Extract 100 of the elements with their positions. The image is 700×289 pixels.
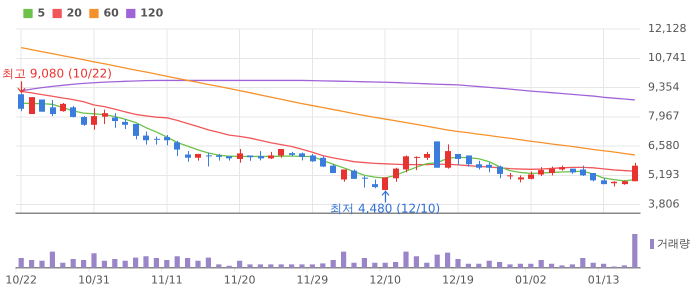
bar xyxy=(528,264,534,268)
y-tick-label: 3,806 xyxy=(648,197,680,210)
bar xyxy=(549,264,554,268)
bar xyxy=(351,262,357,268)
x-tick-label: 11/11 xyxy=(150,273,183,286)
bar xyxy=(50,252,55,268)
x-tick-label: 12/10 xyxy=(369,273,402,286)
candlestick xyxy=(237,148,243,164)
candlestick xyxy=(185,150,191,162)
y-tick-label: 10,741 xyxy=(648,51,686,64)
candlestick xyxy=(174,140,180,156)
bar xyxy=(70,259,76,268)
y-tick-label: 5,193 xyxy=(648,168,680,182)
bar xyxy=(518,264,523,268)
bar xyxy=(538,260,544,268)
candlestick xyxy=(497,165,503,179)
bar xyxy=(122,260,128,268)
bar xyxy=(601,264,606,268)
x-tick-label: 01/13 xyxy=(588,273,620,286)
bar xyxy=(91,253,97,268)
bar xyxy=(268,264,274,268)
annotation: 최저 4,480 (12/10) xyxy=(330,202,440,216)
bar xyxy=(382,262,388,268)
bar xyxy=(29,260,34,268)
bar xyxy=(632,234,638,268)
bar xyxy=(18,258,24,268)
bar xyxy=(154,258,159,268)
x-tick-label: 11/29 xyxy=(296,273,328,286)
candlestick xyxy=(133,123,139,140)
bar xyxy=(60,262,66,268)
candlestick xyxy=(164,134,170,146)
bar xyxy=(424,262,430,268)
bar xyxy=(81,260,86,268)
candlestick xyxy=(122,118,128,130)
candlestick xyxy=(414,156,420,171)
candlestick xyxy=(50,100,56,117)
bar xyxy=(372,262,378,268)
bar xyxy=(393,262,398,268)
bar xyxy=(133,258,138,268)
candlestick xyxy=(362,175,368,188)
bar xyxy=(206,258,211,268)
y-tick-label: 12,128 xyxy=(648,22,686,35)
candlestick xyxy=(206,152,212,167)
bar xyxy=(164,260,170,268)
bar xyxy=(445,252,450,268)
bar xyxy=(102,260,107,268)
bar xyxy=(414,256,419,268)
candlestick xyxy=(102,109,108,124)
legend-label: 거래량 xyxy=(657,236,690,250)
bar xyxy=(174,256,180,268)
bar xyxy=(486,260,492,268)
candlestick xyxy=(258,150,264,161)
bar xyxy=(362,258,367,268)
y-tick-label: 7,967 xyxy=(648,110,680,123)
bar xyxy=(39,260,45,268)
bar xyxy=(497,262,502,268)
candlestick xyxy=(341,168,347,182)
bar xyxy=(237,260,242,268)
candlestick xyxy=(580,165,586,176)
bar xyxy=(330,260,336,268)
candlestick xyxy=(403,154,409,173)
x-tick-label: 12/19 xyxy=(442,273,474,286)
y-tick-label: 6,580 xyxy=(648,138,680,152)
bar xyxy=(590,262,596,268)
bar xyxy=(466,264,471,268)
legend-label: 120 xyxy=(140,6,164,20)
bar xyxy=(476,264,482,268)
bar xyxy=(278,264,284,268)
bar xyxy=(185,258,190,268)
bar xyxy=(320,263,326,268)
candlestick xyxy=(29,96,35,115)
candlestick xyxy=(393,167,399,182)
x-tick-label: 11/20 xyxy=(224,273,256,286)
candlestick xyxy=(91,108,97,130)
x-tick-label: 10/31 xyxy=(78,273,110,286)
candlestick xyxy=(70,105,76,118)
candlestick xyxy=(632,162,638,182)
legend-label: 20 xyxy=(66,6,82,20)
bar xyxy=(143,256,149,268)
bar xyxy=(580,258,586,268)
bar xyxy=(403,252,409,268)
candlestick xyxy=(351,168,357,180)
bar xyxy=(341,252,346,268)
legend-label: 5 xyxy=(38,6,46,20)
candlestick xyxy=(18,92,24,112)
x-tick-label: 10/22 xyxy=(5,273,38,286)
y-tick-label: 9,354 xyxy=(648,80,680,94)
candlestick xyxy=(445,144,451,170)
candlestick xyxy=(320,156,326,168)
candlestick xyxy=(112,112,118,128)
bar xyxy=(112,259,118,268)
legend-label: 60 xyxy=(103,6,120,20)
candlestick xyxy=(143,131,149,146)
candlestick xyxy=(81,116,87,126)
x-tick-label: 01/02 xyxy=(514,273,547,286)
bar xyxy=(434,254,440,268)
annotation: 최고 9,080 (10/22) xyxy=(2,66,112,80)
candlestick xyxy=(382,176,388,191)
bar xyxy=(195,260,201,268)
bar xyxy=(216,264,222,268)
